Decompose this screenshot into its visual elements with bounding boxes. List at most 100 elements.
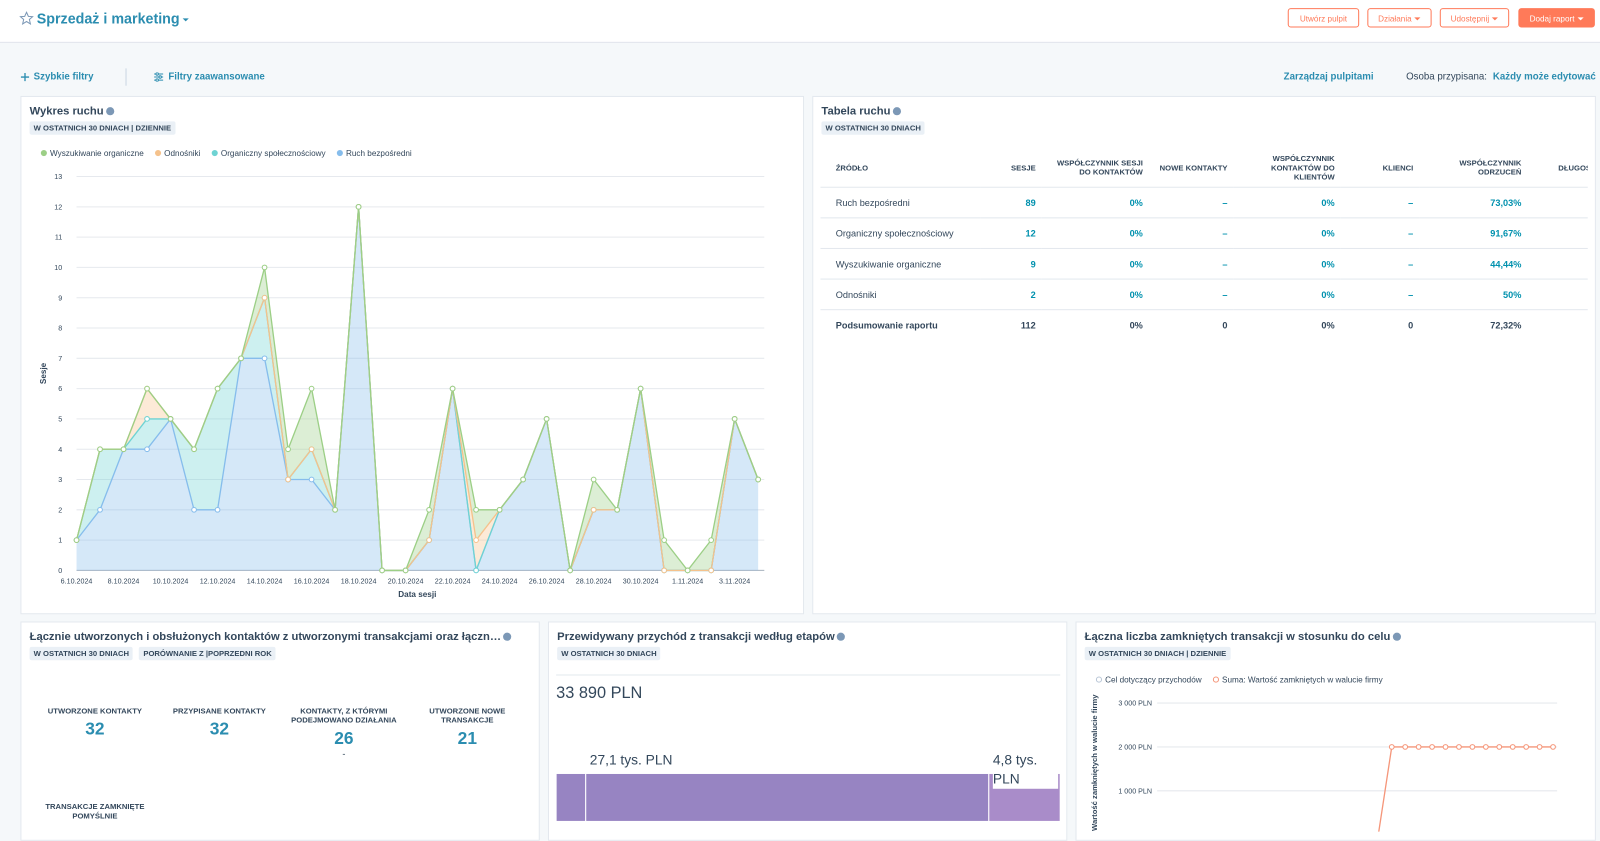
summary-cell: 112 xyxy=(1020,319,1036,331)
x-tick-label: 10.10.2024 xyxy=(153,578,189,586)
table-cell: – xyxy=(1148,187,1234,219)
y-tick-label: 13 xyxy=(54,173,62,181)
data-point xyxy=(73,537,80,543)
data-point xyxy=(473,567,479,574)
y-tick-label: 12 xyxy=(54,203,62,211)
y-tick-label: 7 xyxy=(58,355,62,363)
share-button[interactable]: Udostępnij xyxy=(1439,8,1510,28)
table-cell xyxy=(1527,248,1588,280)
column-header[interactable]: SESJE xyxy=(980,147,1042,188)
separator xyxy=(556,674,1061,676)
bar-segment xyxy=(585,772,990,822)
data-point xyxy=(1469,744,1476,750)
column-header[interactable]: WSPÓŁCZYNNIK SESJI DO KONTAKTÓW xyxy=(1041,147,1149,188)
tag: W OSTATNICH 30 DNIACH | DZIENNIE xyxy=(29,121,176,135)
kpi-label: KONTAKTY, Z KTÓRYMI PODEJMOWANO DZIAŁANI… xyxy=(291,706,397,725)
legend-marker xyxy=(1095,676,1103,683)
kpi-item: TRANSAKCJE ZAMKNIĘTE POMYŚLNIE xyxy=(35,802,155,820)
table-cell: 91,67% xyxy=(1419,217,1528,249)
info-icon[interactable] xyxy=(503,632,512,641)
widget-title: Łącznie utworzonych i obsłużonych kontak… xyxy=(30,631,512,643)
kpi-label: TRANSAKCJE ZAMKNIĘTE POMYŚLNIE xyxy=(45,802,145,821)
title-text: Wykres ruchu xyxy=(29,105,104,118)
bar-chart xyxy=(555,772,1061,822)
table-row: Wyszukiwanie organiczne 9 0% –0% –44,44% xyxy=(820,248,1588,280)
data-point xyxy=(708,567,715,574)
data-point xyxy=(731,416,738,422)
data-point xyxy=(590,476,597,483)
widget-title: Łączna liczba zamkniętych transakcji w s… xyxy=(1085,631,1401,643)
bar-segment xyxy=(555,772,587,822)
kpi-item: KONTAKTY, Z KTÓRYMI PODEJMOWANO DZIAŁANI… xyxy=(284,706,404,759)
table-cell: 73,03% xyxy=(1419,187,1528,219)
plus-icon xyxy=(20,72,30,82)
manage-dashboards[interactable]: Zarządzaj pulpitami xyxy=(1283,71,1374,83)
advanced-filters[interactable]: Filtry zaawansowane xyxy=(168,71,265,83)
tag-list: W OSTATNICH 30 DNIACH xyxy=(821,121,925,135)
table-cell: – xyxy=(1340,187,1420,219)
table-cell: 2 xyxy=(980,279,1042,311)
data-point xyxy=(1536,744,1543,750)
x-tick-label: 24.10.2024 xyxy=(482,578,518,586)
tag-list: W OSTATNICH 30 DNIACH xyxy=(557,646,661,661)
data-point xyxy=(285,446,291,453)
kpi-value: 32 xyxy=(85,719,105,739)
favorite-star[interactable] xyxy=(19,11,34,25)
dashboard-title[interactable]: Sprzedaż i marketing xyxy=(37,10,189,26)
info-icon[interactable] xyxy=(836,632,845,641)
legend-marker xyxy=(40,149,47,157)
column-header[interactable]: NOWE KONTAKTY xyxy=(1148,147,1234,188)
kpi-label: UTWORZONE KONTAKTY xyxy=(47,706,143,716)
table-wrap: ŹRÓDŁO SESJE WSPÓŁCZYNNIK SESJI DO KONTAKT… xyxy=(820,147,1588,340)
data-point xyxy=(1442,744,1449,750)
data-point xyxy=(1523,744,1530,750)
data-point xyxy=(144,416,150,422)
actions-button[interactable]: Działania xyxy=(1367,8,1432,28)
table-cell: 89 xyxy=(980,187,1042,219)
traffic-table: ŹRÓDŁO SESJE WSPÓŁCZYNNIK SESJI DO KONTAKT… xyxy=(820,147,1588,340)
info-icon[interactable] xyxy=(105,107,114,116)
info-icon[interactable] xyxy=(892,107,901,116)
data-point xyxy=(97,446,103,453)
kpi-item: UTWORZONE NOWE TRANSAKCJE 21 xyxy=(407,706,527,749)
add-report-button[interactable]: Dodaj raport xyxy=(1518,8,1595,28)
x-tick-label: 26.10.2024 xyxy=(529,578,565,586)
data-point xyxy=(661,537,667,543)
tag-list: W OSTATNICH 30 DNIACH | DZIENNIE xyxy=(1084,646,1231,661)
table-cell: 0% xyxy=(1233,279,1341,311)
data-point xyxy=(1496,744,1503,750)
column-header[interactable]: KLIENCI xyxy=(1340,147,1420,188)
area-fill xyxy=(76,206,759,571)
table-cell: Ruch bezpośredni xyxy=(820,187,981,219)
tag: W OSTATNICH 30 DNIACH xyxy=(821,121,925,135)
forecast-total: 33 890 PLN xyxy=(556,684,643,703)
data-point xyxy=(1482,744,1489,750)
data-point xyxy=(755,476,762,483)
y-tick-label: 11 xyxy=(55,234,62,242)
table-cell: 9 xyxy=(980,248,1042,280)
kpi-value: 32 xyxy=(209,719,230,739)
column-header[interactable]: WSPÓŁCZYNNIK KONTAKTÓW DO KLIENTÓW xyxy=(1233,147,1341,188)
summary-cell: Podsumowanie raportu xyxy=(835,319,938,331)
table-cell: – xyxy=(1148,248,1234,280)
kpi-label: UTWORZONE NOWE TRANSAKCJE xyxy=(429,706,506,725)
create-dashboard-button[interactable]: Utwórz pulpit xyxy=(1287,8,1360,28)
summary-cell: 72,32% xyxy=(1490,319,1522,331)
summary-cell: 0 xyxy=(1222,319,1228,331)
forecast-card: Przewidywany przychód z transakcji wedłu… xyxy=(547,621,1068,841)
info-icon[interactable] xyxy=(1392,632,1401,641)
quick-filters[interactable]: Szybkie filtry xyxy=(33,71,94,83)
title-text: Łączna liczba zamkniętych transakcji w s… xyxy=(1084,630,1391,643)
data-point xyxy=(473,506,479,513)
legend-label: Odnośniki xyxy=(164,149,200,158)
column-header[interactable]: DŁUGOŚĆ SESJI xyxy=(1527,147,1588,188)
goal-card: Łączna liczba zamkniętych transakcji w s… xyxy=(1075,621,1596,841)
data-point xyxy=(449,385,456,392)
table-cell: 50% xyxy=(1419,279,1528,311)
data-point xyxy=(261,355,268,362)
assigned-value[interactable]: Każdy może edytować xyxy=(1492,71,1596,83)
y-tick-label: 3 xyxy=(58,476,62,484)
column-header[interactable]: WSPÓŁCZYNNIK ODRZUCEŃ xyxy=(1419,147,1528,188)
data-point xyxy=(97,506,103,513)
